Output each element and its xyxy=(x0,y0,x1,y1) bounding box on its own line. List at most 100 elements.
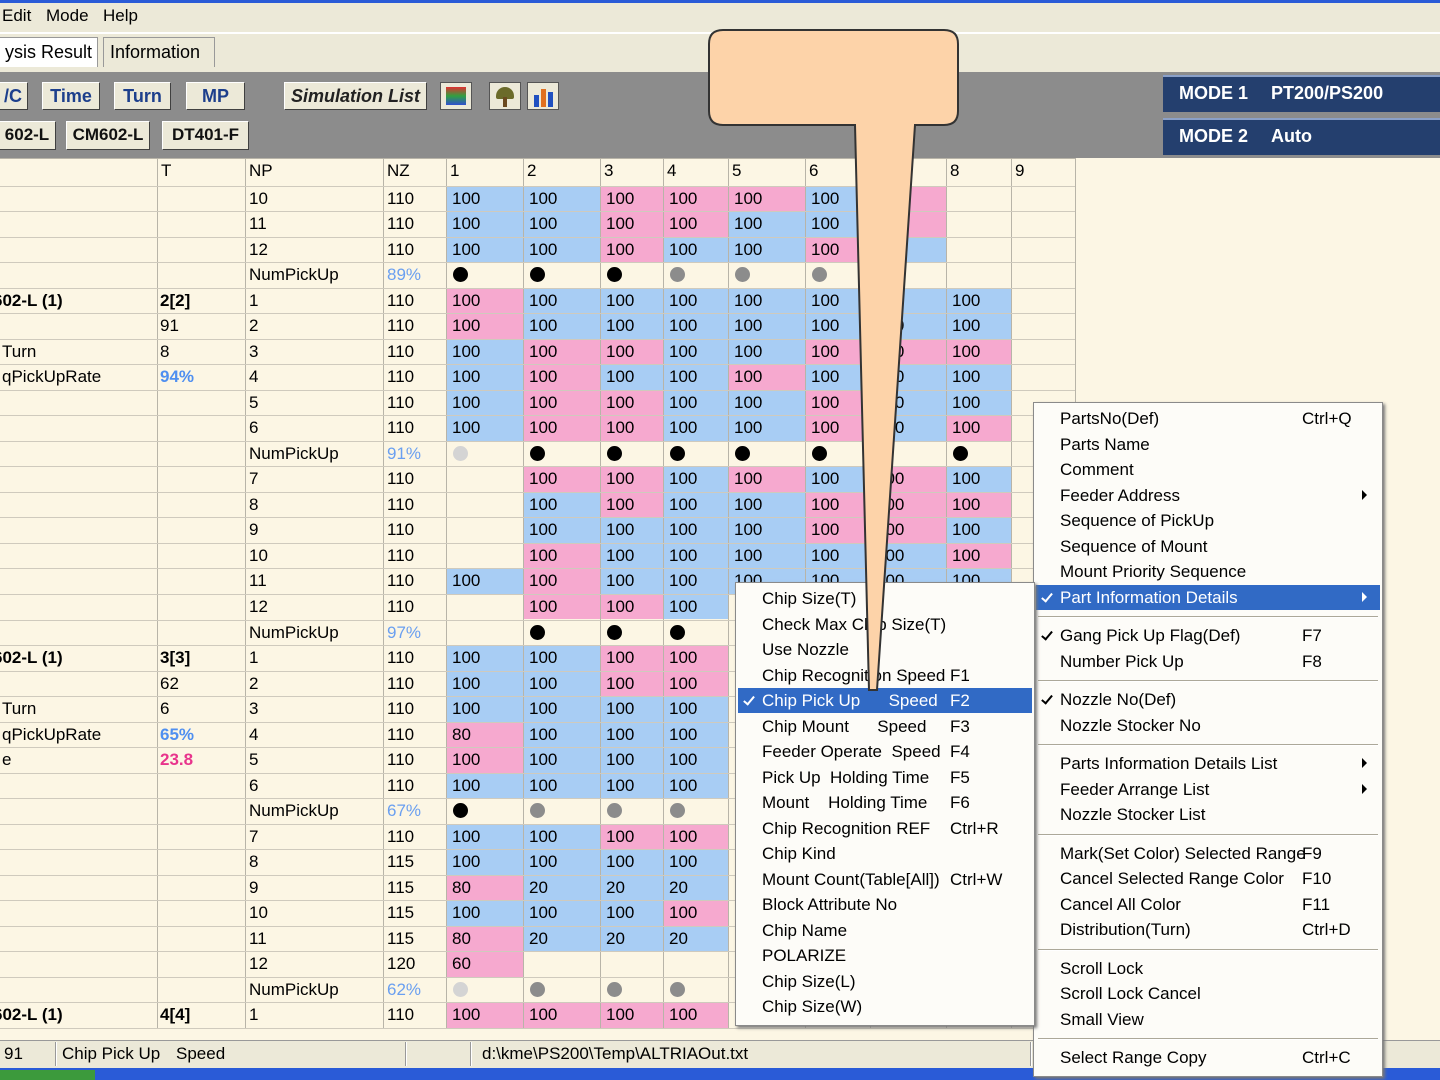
menu-item[interactable]: Sequence of Mount xyxy=(1036,534,1380,559)
cell-fill xyxy=(664,748,728,773)
toolbar-button[interactable]: Turn xyxy=(114,82,171,110)
cell: 100 xyxy=(952,494,981,514)
cell-fill xyxy=(601,416,663,441)
cell-fill xyxy=(524,850,600,875)
tab[interactable]: Information xyxy=(103,37,215,67)
cell-fill xyxy=(524,926,600,952)
menu-item[interactable]: Nozzle No(Def) xyxy=(1036,687,1380,712)
mode-value: PT200/PS200 xyxy=(1271,83,1384,103)
tab[interactable]: ysis Result xyxy=(0,37,98,67)
menu-item[interactable]: Chip Kind xyxy=(738,841,1032,866)
menu-item[interactable]: Number Pick Up F8 xyxy=(1036,649,1380,674)
cell-fill xyxy=(447,901,523,926)
menu-label: Sequence of Mount xyxy=(1060,536,1208,556)
menu-item[interactable]: Chip Size(W) xyxy=(738,994,1032,1019)
cell-fill xyxy=(601,288,663,314)
cell: 100 xyxy=(606,699,635,719)
menu-title[interactable]: Mode xyxy=(46,6,89,25)
menu-label: POLARIZE xyxy=(762,946,847,965)
cell-fill xyxy=(729,416,805,441)
menu-item[interactable]: Chip Recognition REF Ctrl+R xyxy=(738,816,1032,841)
row-np: 7 xyxy=(249,469,259,489)
cell: 100 xyxy=(529,724,558,744)
menu-item[interactable]: POLARIZE xyxy=(738,943,1032,968)
menu-item[interactable]: Chip Size(L) xyxy=(738,969,1032,994)
menu-title[interactable]: Help xyxy=(103,6,138,25)
menu-item[interactable]: Use Nozzle xyxy=(738,637,1032,662)
menu-item[interactable]: Scroll Lock Cancel xyxy=(1036,981,1380,1006)
menu-item[interactable]: Feeder Address xyxy=(1036,483,1380,508)
menu-item[interactable]: Small View xyxy=(1036,1007,1380,1032)
menu-item[interactable]: Feeder Operate Speed F4 xyxy=(738,739,1032,764)
menu-item[interactable]: Chip Mount Speed F3 xyxy=(738,714,1032,739)
cell: 100 xyxy=(529,775,558,795)
cell-fill xyxy=(664,492,728,518)
toolbar-button[interactable]: /C xyxy=(0,82,28,110)
row-np: 11 xyxy=(249,214,267,234)
cell: 100 xyxy=(669,188,698,208)
menu-shortcut: F1 xyxy=(950,665,970,685)
toolbar-button[interactable]: Simulation List xyxy=(284,82,427,110)
cell: 100 xyxy=(669,750,698,770)
cell-fill xyxy=(947,314,1011,339)
cell-fill xyxy=(664,212,728,237)
menu-item[interactable]: Gang Pick Up Flag(Def) F7 xyxy=(1036,623,1380,648)
toolbar-button[interactable]: MP xyxy=(186,82,245,110)
menu-shortcut: F2 xyxy=(950,691,970,710)
icon-button[interactable] xyxy=(440,82,472,110)
grid-hline xyxy=(0,1002,1075,1004)
cell-fill xyxy=(664,543,728,569)
toolbar-button[interactable]: Time xyxy=(42,82,100,110)
cell-fill xyxy=(601,646,663,671)
menu-item[interactable]: Block Attribute No xyxy=(738,892,1032,917)
menu-item[interactable]: Pick Up Holding Time F5 xyxy=(738,765,1032,790)
menu-item[interactable]: Part Information Details xyxy=(1036,584,1380,610)
menu-item[interactable]: Feeder Arrange List xyxy=(1036,777,1380,802)
menu-item[interactable]: Nozzle Stocker No xyxy=(1036,713,1380,738)
cell: 100 xyxy=(669,596,698,616)
cell: 100 xyxy=(529,520,558,540)
row-nz: 115 xyxy=(387,852,415,872)
menu-item[interactable]: Nozzle Stocker List xyxy=(1036,802,1380,827)
row-np: 12 xyxy=(249,596,268,616)
pickup-dot xyxy=(530,803,545,819)
menu-item[interactable]: Distribution(Turn) Ctrl+D xyxy=(1036,917,1380,942)
cell: 100 xyxy=(811,367,840,387)
cell-fill xyxy=(524,186,600,212)
icon-button[interactable] xyxy=(489,82,521,110)
menu-item[interactable]: Mount Holding Time F6 xyxy=(738,790,1032,815)
menu-item[interactable]: Parts Name xyxy=(1036,432,1380,457)
menu-title[interactable]: Edit xyxy=(2,6,32,25)
grid-hline xyxy=(0,364,1075,366)
grid-hline xyxy=(0,976,1075,978)
machine-button[interactable]: 602-L xyxy=(0,121,56,150)
row-nz: 110 xyxy=(387,418,415,438)
menu-item[interactable]: Cancel All Color F11 xyxy=(1036,892,1380,917)
menu-item[interactable]: Sequence of PickUp xyxy=(1036,508,1380,533)
icon-button[interactable] xyxy=(527,82,559,110)
menu-item[interactable]: Chip Name xyxy=(738,918,1032,943)
cell-fill xyxy=(601,824,663,850)
menu-item[interactable]: Mark(Set Color) Selected Range F9 xyxy=(1036,841,1380,866)
submenu-arrow xyxy=(1362,758,1367,768)
menu-label: Chip Size(L) xyxy=(762,971,856,991)
grid-hline xyxy=(0,440,1075,442)
cell-fill xyxy=(524,314,600,339)
menu-item[interactable]: Scroll Lock xyxy=(1036,956,1380,981)
menu-item[interactable]: Mount Priority Sequence xyxy=(1036,559,1380,584)
menu-item[interactable]: Parts Information Details List xyxy=(1036,751,1380,776)
menu-item[interactable]: Mount Count(Table[All]) Ctrl+W xyxy=(738,867,1032,892)
machine-button[interactable]: CM602-L xyxy=(66,121,150,150)
menu-item[interactable]: Cancel Selected Range Color F10 xyxy=(1036,866,1380,891)
menu-item[interactable]: Select Range Copy Ctrl+C xyxy=(1036,1045,1380,1070)
menu-item[interactable]: Comment xyxy=(1036,457,1380,482)
grid-hline xyxy=(0,158,1075,159)
menu-item[interactable]: PartsNo(Def) Ctrl+Q xyxy=(1036,406,1380,431)
cell: 100 xyxy=(734,316,763,336)
menu-item[interactable]: Check Max Chip Size(T) xyxy=(738,612,1032,637)
menu-item[interactable]: Chip Pick Up Speed F2 xyxy=(738,688,1032,713)
machine-button[interactable]: DT401-F xyxy=(162,121,249,150)
menu-item[interactable]: Chip Size(T) xyxy=(738,586,1032,611)
row-nz: 115 xyxy=(387,928,415,948)
status-text: Chip Pick Up xyxy=(62,1044,161,1063)
